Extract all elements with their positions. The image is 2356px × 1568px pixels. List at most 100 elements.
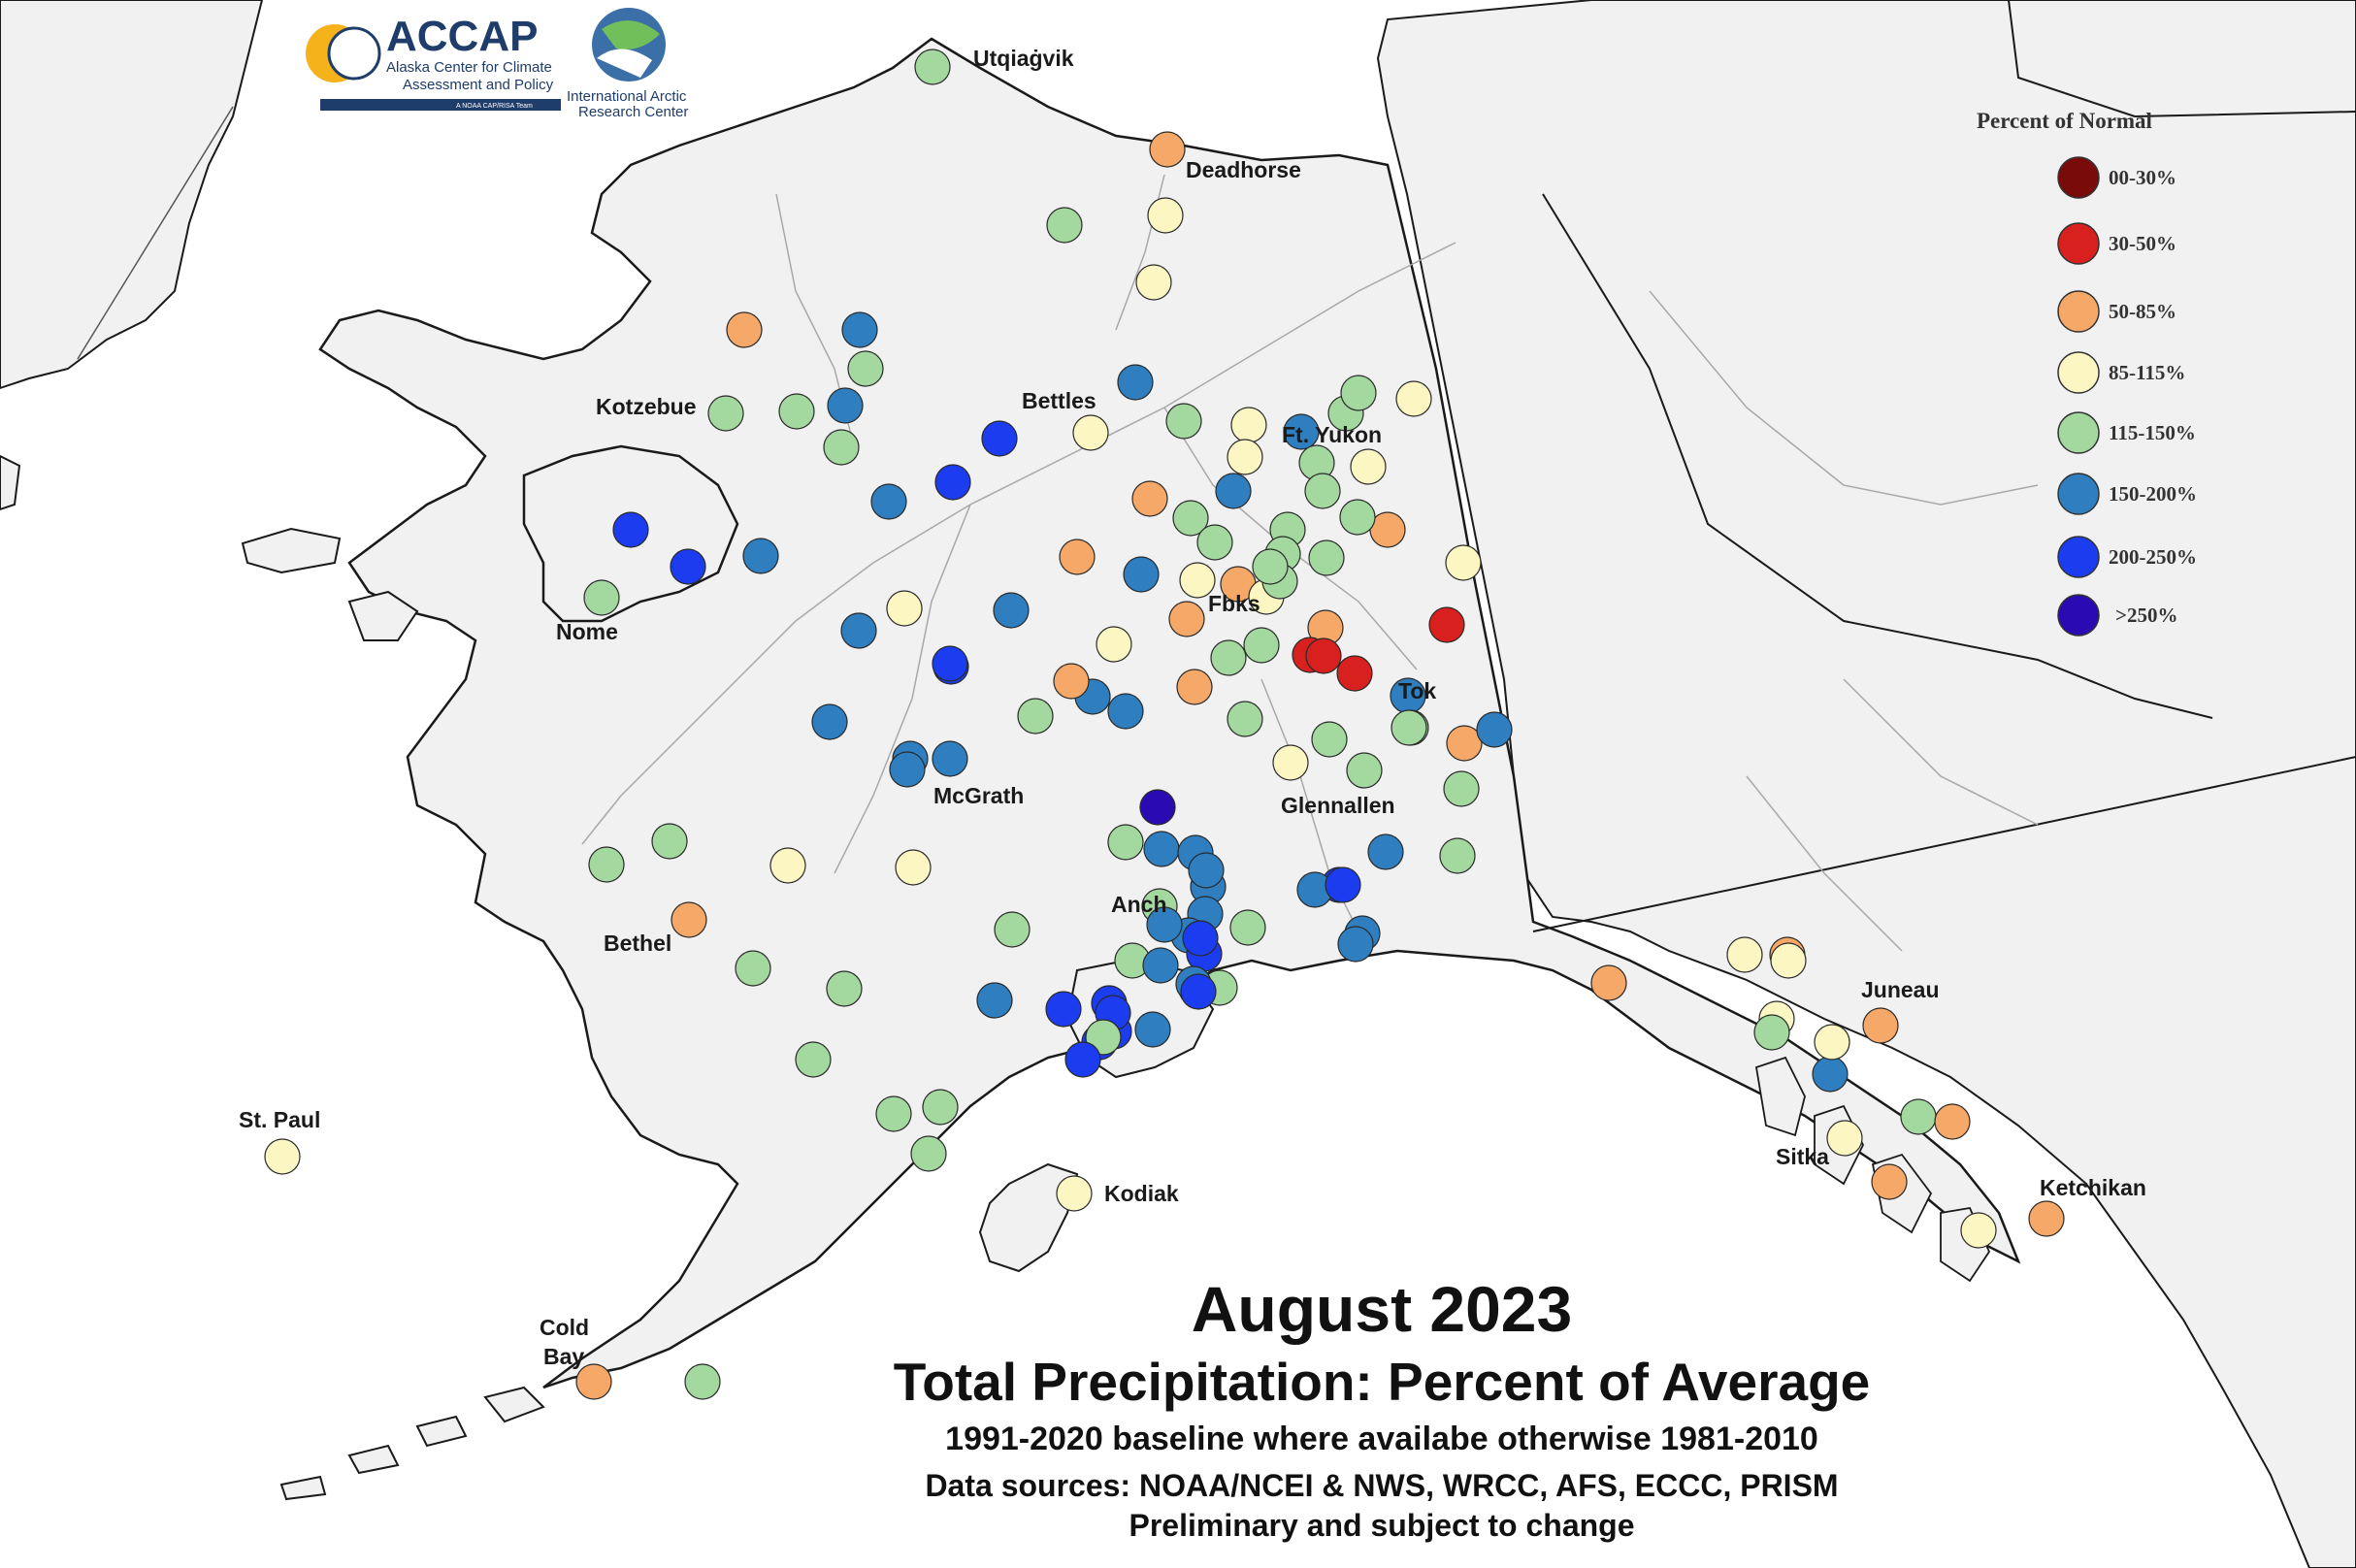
station-marker <box>1180 973 1217 1010</box>
place-label: Bettles <box>1022 388 1096 413</box>
station-marker <box>575 1363 612 1400</box>
baseline-note: 1991-2020 baseline where availabe otherw… <box>945 1421 1818 1457</box>
station-marker <box>1367 833 1404 870</box>
station-marker <box>1446 725 1483 762</box>
station-marker <box>1168 601 1205 637</box>
station-marker <box>612 511 649 548</box>
place-label: Tok <box>1398 678 1436 703</box>
station-marker <box>1139 789 1176 826</box>
canada-landmass <box>1376 0 2356 1568</box>
station-marker <box>1017 698 1054 735</box>
station-marker <box>1304 473 1341 509</box>
station-marker <box>976 982 1013 1019</box>
station-marker <box>914 49 951 85</box>
station-marker <box>1142 947 1179 984</box>
station-marker <box>932 645 968 682</box>
yukon-bc-border <box>1532 756 2356 932</box>
station-marker <box>1045 991 1082 1028</box>
place-label: McGrath <box>933 783 1024 808</box>
legend-swatch <box>2057 222 2100 265</box>
russia-coast-islands <box>0 454 21 511</box>
station-marker <box>1305 637 1342 674</box>
panhandle-islands <box>1754 1056 1991 1283</box>
legend-swatch <box>2057 473 2100 515</box>
legend-swatch <box>2057 351 2100 394</box>
accap-line2: Assessment and Policy <box>403 77 554 93</box>
station-marker <box>875 1095 912 1132</box>
station-marker <box>769 847 806 884</box>
legend-label: 85-115% <box>2109 361 2185 384</box>
place-labels: Utqiaġvik Deadhorse Kotzebue Bettles Ft.… <box>239 46 2146 1369</box>
station-marker <box>795 1041 832 1078</box>
legend-label: 50-85% <box>2109 300 2176 323</box>
legend-label: 200-250% <box>2109 545 2197 569</box>
station-marker <box>895 849 932 886</box>
station-marker <box>778 393 815 430</box>
station-marker <box>1243 627 1280 664</box>
station-marker <box>684 1363 721 1400</box>
station-marker <box>932 740 968 777</box>
legend-swatch <box>2057 536 2100 578</box>
legend-title: Percent of Normal <box>1977 109 2152 133</box>
station-marker <box>1053 663 1090 700</box>
station-marker <box>1726 936 1763 973</box>
station-marker <box>1230 407 1267 443</box>
station-marker <box>1134 1011 1171 1048</box>
station-marker <box>1123 556 1160 593</box>
station-marker <box>1770 942 1807 979</box>
title-block: August 2023 Total Precipitation: Percent… <box>894 1273 1871 1543</box>
legend-label: >250% <box>2115 604 2177 627</box>
station-marker <box>1934 1103 1971 1140</box>
station-marker <box>811 703 848 740</box>
station-marker <box>827 387 864 424</box>
station-marker <box>826 970 863 1007</box>
station-marker <box>1443 770 1480 807</box>
preliminary-note: Preliminary and subject to change <box>1129 1508 1634 1543</box>
station-marker <box>1188 852 1225 889</box>
yukon-nwt-border <box>2008 0 2356 118</box>
legend-swatch <box>2057 411 2100 454</box>
place-label: Ketchikan <box>2040 1175 2146 1200</box>
legend-swatch <box>2057 156 2100 199</box>
station-marker <box>1311 721 1348 758</box>
station-marker <box>1147 197 1184 234</box>
station-marker <box>1272 744 1309 781</box>
station-marker <box>1059 539 1096 575</box>
nunivak-island <box>347 590 419 641</box>
station-marker <box>588 846 625 883</box>
station-marker <box>1117 364 1154 401</box>
station-marker <box>651 823 688 860</box>
russia-border <box>77 106 234 360</box>
data-sources: Data sources: NOAA/NCEI & NWS, WRCC, AFS… <box>925 1468 1838 1503</box>
station-marker <box>847 350 884 387</box>
station-marker <box>1165 403 1202 440</box>
station-marker <box>1149 131 1186 168</box>
place-label: Glennallen <box>1281 793 1395 818</box>
station-marker <box>1179 562 1216 599</box>
station-marker <box>1143 831 1180 867</box>
place-label: Utqiaġvik <box>973 46 1074 71</box>
station-marker <box>735 950 771 987</box>
station-marker <box>870 483 907 520</box>
station-marker <box>1590 964 1627 1001</box>
place-label: Anch <box>1111 892 1167 917</box>
station-marker <box>1350 448 1387 485</box>
station-marker <box>1064 1041 1101 1078</box>
station-marker <box>889 751 926 788</box>
station-marker <box>1325 866 1361 903</box>
aleutian-islands <box>279 1386 545 1501</box>
station-marker <box>1812 1056 1849 1093</box>
station-marker <box>1900 1098 1937 1135</box>
place-label: St. Paul <box>239 1107 320 1132</box>
iarc-line1: International Arctic <box>567 88 687 105</box>
station-marker <box>670 548 706 585</box>
iarc-line2: Research Center <box>578 104 688 120</box>
station-marker <box>1227 439 1263 475</box>
legend-label: 115-150% <box>2109 421 2196 444</box>
station-marker <box>1340 375 1377 411</box>
station-marker <box>1339 499 1376 536</box>
station-marker <box>1107 693 1144 730</box>
legend-label: 00-30% <box>2109 166 2176 189</box>
legend: Percent of Normal 00-30% 30-50% 50-85% 8… <box>1977 109 2197 637</box>
station-marker <box>707 395 744 432</box>
